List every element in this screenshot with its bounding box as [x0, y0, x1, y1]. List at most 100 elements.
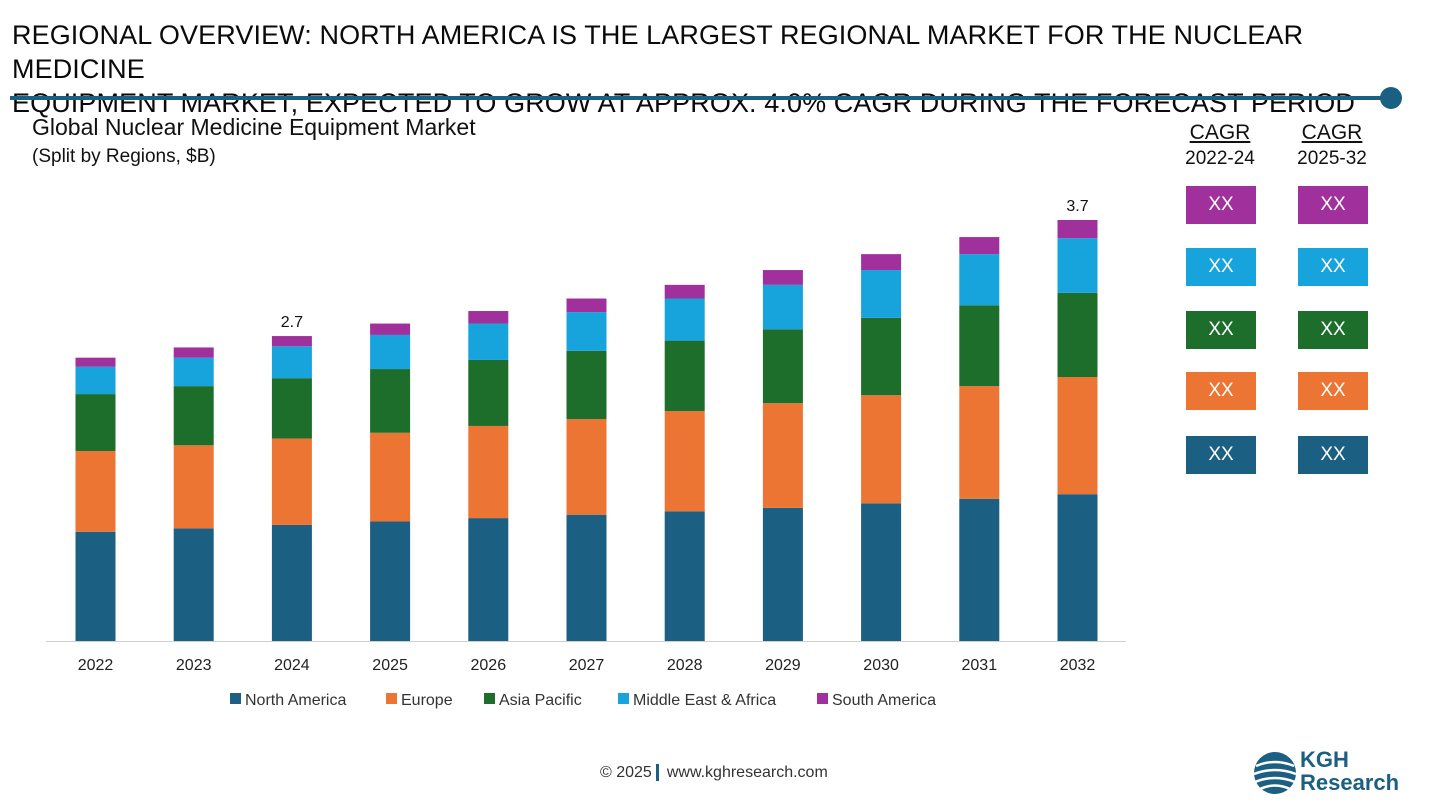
cagr-value-box: XX: [1298, 248, 1368, 286]
bar-north-america-2029: [762, 507, 803, 641]
bar-europe-2029: [762, 403, 803, 508]
bar-middle-east-africa-2024: [271, 346, 312, 379]
bar-middle-east-africa-2030: [861, 270, 902, 318]
chart-subtitle: (Split by Regions, $B): [32, 146, 216, 167]
bar-north-america-2028: [664, 511, 705, 641]
bar-europe-2032: [1057, 377, 1098, 495]
x-tick-label: 2024: [274, 657, 310, 674]
cagr-value-box: XX: [1186, 248, 1256, 286]
bar-south-america-2023: [173, 347, 214, 358]
legend-label: Middle East & Africa: [633, 692, 776, 709]
bar-north-america-2026: [468, 518, 509, 641]
legend-swatch: [618, 693, 629, 704]
bar-europe-2027: [566, 419, 607, 515]
bar-asia-pacific-2023: [173, 386, 214, 446]
bar-asia-pacific-2022: [75, 394, 116, 451]
bar-europe-2025: [370, 432, 411, 522]
cagr-header-2025-32: CAGR 2025-32: [1277, 120, 1387, 172]
bar-south-america-2032: [1057, 220, 1098, 239]
bar-north-america-2027: [566, 514, 607, 641]
bar-middle-east-africa-2029: [762, 284, 803, 330]
x-tick-label: 2032: [1060, 657, 1096, 674]
copyright-text: © 2025: [600, 764, 652, 781]
x-tick-label: 2030: [863, 657, 899, 674]
headline-line-1: REGIONAL OVERVIEW: NORTH AMERICA IS THE …: [12, 20, 1304, 84]
bar-asia-pacific-2026: [468, 359, 509, 426]
cagr-value-box: XX: [1186, 436, 1256, 474]
bar-south-america-2024: [271, 336, 312, 347]
headline: REGIONAL OVERVIEW: NORTH AMERICA IS THE …: [12, 18, 1412, 120]
bar-south-america-2028: [664, 284, 705, 299]
x-tick-label: 2022: [78, 657, 114, 674]
chart-title: Global Nuclear Medicine Equipment Market: [32, 114, 476, 140]
bar-europe-2030: [861, 395, 902, 504]
bar-south-america-2030: [861, 254, 902, 271]
bar-south-america-2027: [566, 298, 607, 313]
bar-asia-pacific-2032: [1057, 292, 1098, 378]
bar-asia-pacific-2029: [762, 329, 803, 404]
header-rule: [10, 96, 1390, 100]
bar-middle-east-africa-2023: [173, 357, 214, 387]
bar-middle-east-africa-2027: [566, 312, 607, 351]
legend-label: Asia Pacific: [499, 692, 582, 709]
bar-south-america-2022: [75, 357, 116, 367]
bar-europe-2026: [468, 425, 509, 519]
bar-north-america-2024: [271, 524, 312, 641]
x-tick-label: 2026: [471, 657, 507, 674]
header-rule-dot: [1380, 87, 1402, 109]
bar-asia-pacific-2027: [566, 350, 607, 420]
legend-swatch: [484, 693, 495, 704]
x-tick-label: 2029: [765, 657, 801, 674]
bar-middle-east-africa-2032: [1057, 238, 1098, 293]
cagr-value-box: XX: [1298, 311, 1368, 349]
globe-icon: [1253, 752, 1297, 794]
x-tick-label: 2023: [176, 657, 212, 674]
bar-asia-pacific-2030: [861, 317, 902, 396]
legend-label: South America: [832, 692, 936, 709]
bar-north-america-2030: [861, 503, 902, 641]
bar-north-america-2022: [75, 531, 116, 641]
legend-swatch: [817, 693, 828, 704]
cagr-value-box: XX: [1186, 311, 1256, 349]
cagr-header-2022-24: CAGR 2022-24: [1165, 120, 1275, 172]
x-tick-label: 2028: [667, 657, 703, 674]
bar-middle-east-africa-2026: [468, 323, 509, 360]
bar-north-america-2031: [959, 498, 1000, 641]
bar-south-america-2029: [762, 270, 803, 285]
cagr-value-box: XX: [1298, 436, 1368, 474]
cagr-header-title: CAGR: [1189, 121, 1251, 144]
bar-north-america-2032: [1057, 494, 1098, 641]
bar-europe-2023: [173, 445, 214, 529]
bar-europe-2024: [271, 438, 312, 525]
bar-north-america-2025: [370, 521, 411, 641]
bar-asia-pacific-2024: [271, 378, 312, 439]
footer: © 2025 www.kghresearch.com: [600, 764, 828, 782]
data-label: 2.7: [281, 314, 303, 331]
headline-line-2: EQUIPMENT MARKET, EXPECTED TO GROW AT AP…: [12, 88, 1355, 118]
logo-text: KGH Research: [1300, 748, 1399, 794]
bar-europe-2031: [959, 386, 1000, 499]
kgh-logo: KGH Research: [1252, 748, 1422, 798]
x-tick-label: 2027: [569, 657, 605, 674]
legend-swatch: [230, 693, 241, 704]
bar-south-america-2031: [959, 237, 1000, 255]
website-link[interactable]: www.kghresearch.com: [666, 764, 828, 781]
cagr-header-period: 2022-24: [1185, 148, 1255, 169]
bar-europe-2022: [75, 450, 116, 532]
bar-middle-east-africa-2022: [75, 366, 116, 395]
x-tick-label: 2031: [962, 657, 998, 674]
cagr-value-box: XX: [1298, 372, 1368, 410]
footer-separator: [655, 764, 659, 782]
bar-asia-pacific-2025: [370, 369, 411, 433]
bar-asia-pacific-2028: [664, 340, 705, 412]
cagr-header-period: 2025-32: [1297, 148, 1367, 169]
bar-middle-east-africa-2031: [959, 254, 1000, 306]
bar-north-america-2023: [173, 528, 214, 641]
legend-label: Europe: [401, 692, 453, 709]
legend-swatch: [386, 693, 397, 704]
legend-label: North America: [245, 692, 346, 709]
cagr-value-box: XX: [1186, 186, 1256, 224]
bar-south-america-2026: [468, 311, 509, 324]
data-label: 3.7: [1066, 198, 1088, 215]
